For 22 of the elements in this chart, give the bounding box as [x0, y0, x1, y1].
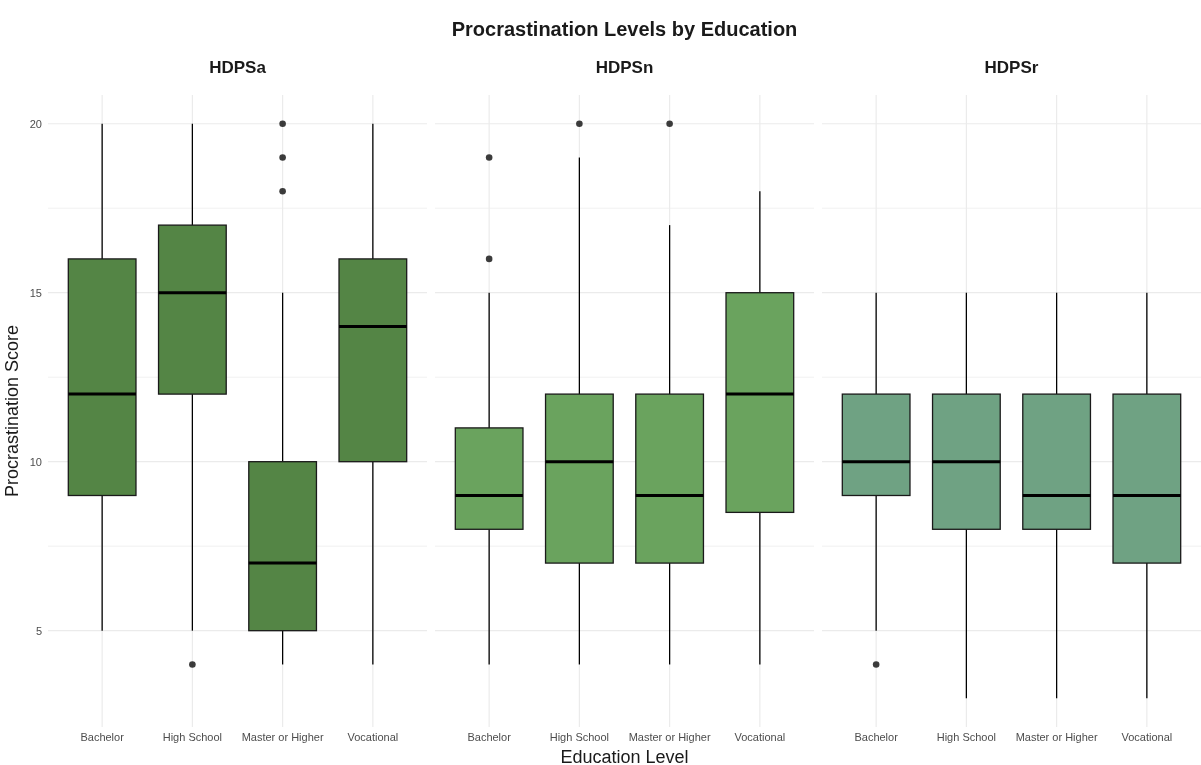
chart-subtitle: HDPSn	[595, 58, 654, 77]
x-tick-label: High School	[162, 731, 223, 743]
x-tick-label: Bachelor	[467, 731, 512, 743]
x-tick-label: Bachelor	[854, 731, 899, 743]
x-tick-label: High School	[936, 731, 997, 743]
x-tick-label: Bachelor	[80, 731, 125, 743]
y-tick-label: 15	[29, 286, 42, 299]
x-tick-label: Master or Higher	[628, 731, 711, 743]
y-axis-title: Procrastination Score	[2, 324, 22, 498]
x-tick-label: Master or Higher	[1015, 731, 1098, 743]
x-tick-label: High School	[549, 731, 610, 743]
x-axis-title: Education Level	[560, 747, 689, 765]
chart-subtitle: HDPSr	[984, 58, 1039, 77]
y-tick-label: 20	[29, 117, 42, 130]
chart-subtitle: HDPSa	[209, 58, 267, 77]
x-tick-label: Vocational	[1121, 731, 1173, 743]
x-tick-label: Vocational	[347, 731, 399, 743]
x-tick-label: Vocational	[734, 731, 786, 743]
y-tick-label: 10	[29, 455, 42, 468]
chart-title: Procrastination Levels by Education	[451, 18, 798, 40]
x-tick-label: Master or Higher	[241, 731, 324, 743]
y-tick-label: 5	[35, 624, 42, 637]
